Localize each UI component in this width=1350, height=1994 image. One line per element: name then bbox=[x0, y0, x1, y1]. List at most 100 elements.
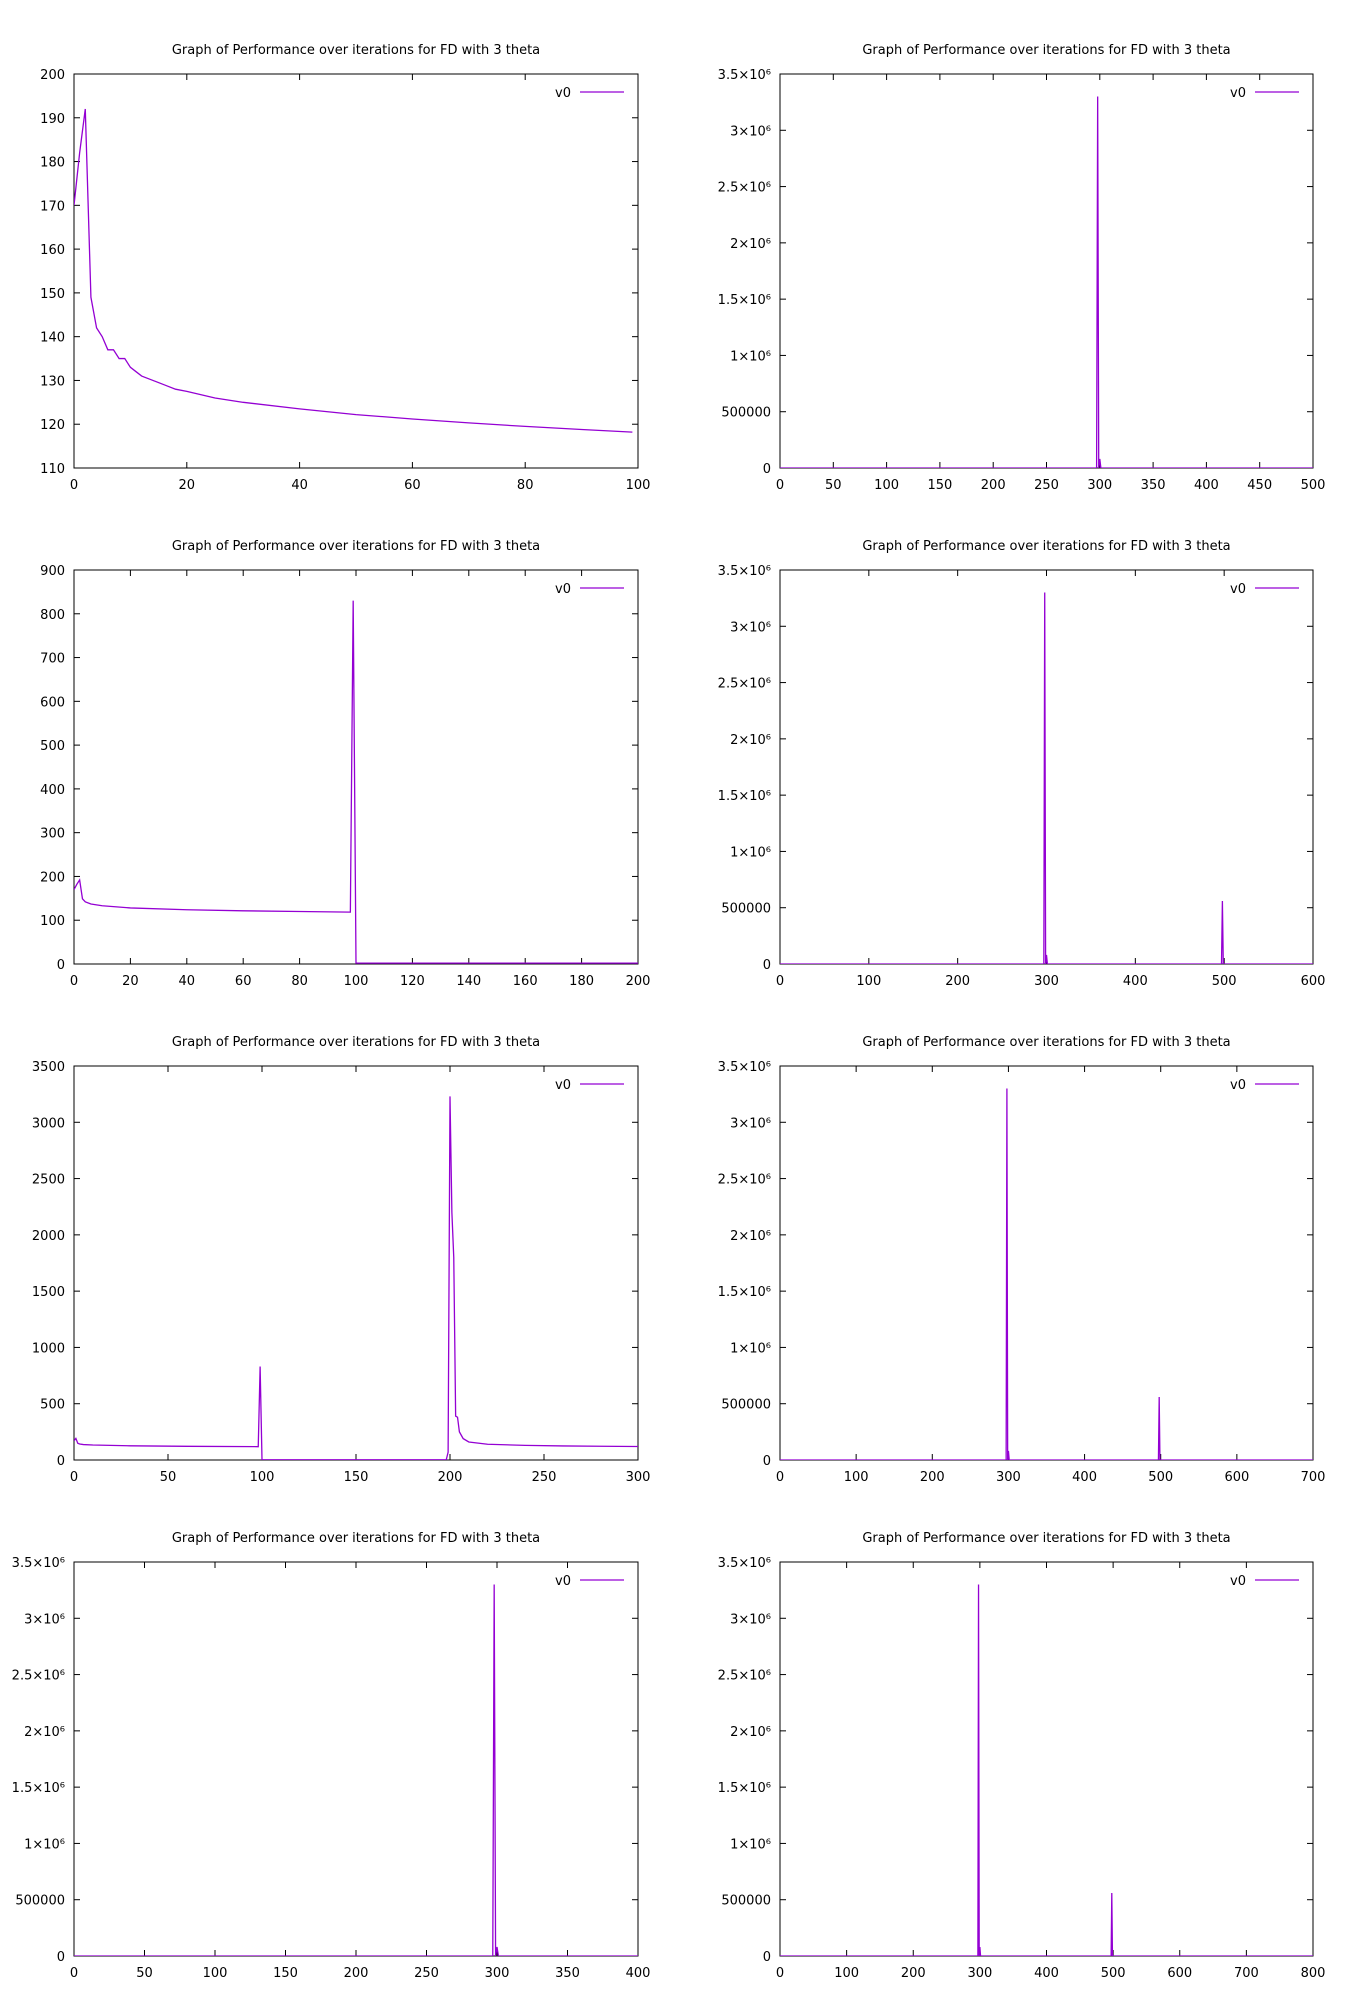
x-tick-label: 800 bbox=[1301, 1966, 1326, 1981]
chart-svg: Graph of Performance over iterations for… bbox=[12, 1531, 651, 1981]
chart-title: Graph of Performance over iterations for… bbox=[862, 1531, 1230, 1546]
y-tick-label: 170 bbox=[40, 199, 65, 214]
x-tick-label: 0 bbox=[776, 974, 784, 989]
x-tick-label: 100 bbox=[834, 1966, 859, 1981]
x-tick-label: 0 bbox=[776, 1966, 784, 1981]
y-tick-label: 2×10⁶ bbox=[730, 1725, 771, 1740]
plot-frame bbox=[779, 73, 1314, 469]
x-tick-label: 700 bbox=[1301, 1470, 1326, 1485]
x-tick-label: 600 bbox=[1301, 974, 1326, 989]
y-tick-label: 3×10⁶ bbox=[730, 620, 771, 635]
x-tick-label: 200 bbox=[344, 1966, 369, 1981]
y-tick-label: 2.5×10⁶ bbox=[12, 1669, 65, 1684]
y-tick-label: 100 bbox=[40, 914, 65, 929]
y-tick-label: 180 bbox=[40, 156, 65, 171]
x-tick-label: 50 bbox=[160, 1470, 177, 1485]
series-line-v0 bbox=[74, 1096, 638, 1460]
x-tick-label: 40 bbox=[179, 974, 196, 989]
x-tick-label: 300 bbox=[996, 1470, 1021, 1485]
chart-panel-6: Graph of Performance over iterations for… bbox=[675, 992, 1350, 1488]
x-tick-label: 100 bbox=[874, 478, 899, 493]
y-tick-label: 1.5×10⁶ bbox=[12, 1781, 65, 1796]
series-line-v0 bbox=[74, 1584, 638, 1956]
x-tick-label: 0 bbox=[70, 974, 78, 989]
x-tick-label: 200 bbox=[920, 1470, 945, 1485]
y-tick-label: 2×10⁶ bbox=[730, 237, 771, 252]
chart-svg: Graph of Performance over iterations for… bbox=[718, 1035, 1326, 1485]
x-tick-label: 300 bbox=[1087, 478, 1112, 493]
y-tick-label: 3.5×10⁶ bbox=[718, 564, 771, 579]
y-tick-label: 1×10⁶ bbox=[730, 1341, 771, 1356]
x-tick-label: 120 bbox=[400, 974, 425, 989]
y-tick-label: 160 bbox=[40, 243, 65, 258]
y-tick-label: 2.5×10⁶ bbox=[718, 181, 771, 196]
x-tick-label: 100 bbox=[856, 974, 881, 989]
chart-svg: Graph of Performance over iterations for… bbox=[40, 539, 651, 989]
series-line-v0 bbox=[780, 1088, 1313, 1460]
x-tick-label: 300 bbox=[1034, 974, 1059, 989]
y-tick-label: 2×10⁶ bbox=[730, 1229, 771, 1244]
plot-frame bbox=[73, 1065, 639, 1461]
y-tick-label: 0 bbox=[763, 462, 771, 477]
chart-svg: Graph of Performance over iterations for… bbox=[718, 539, 1326, 989]
x-tick-label: 200 bbox=[626, 974, 651, 989]
x-tick-label: 100 bbox=[203, 1966, 228, 1981]
x-tick-label: 50 bbox=[825, 478, 842, 493]
x-tick-label: 150 bbox=[344, 1470, 369, 1485]
x-tick-label: 300 bbox=[626, 1470, 651, 1485]
series-line-v0 bbox=[780, 592, 1313, 964]
x-tick-label: 200 bbox=[945, 974, 970, 989]
x-tick-label: 500 bbox=[1148, 1470, 1173, 1485]
x-tick-label: 40 bbox=[291, 478, 308, 493]
x-tick-label: 400 bbox=[1072, 1470, 1097, 1485]
x-tick-label: 150 bbox=[927, 478, 952, 493]
y-tick-label: 1500 bbox=[32, 1285, 65, 1300]
chart-svg: Graph of Performance over iterations for… bbox=[718, 1531, 1326, 1981]
legend-label: v0 bbox=[555, 1078, 571, 1093]
chart-title: Graph of Performance over iterations for… bbox=[172, 1531, 540, 1546]
x-tick-label: 400 bbox=[1194, 478, 1219, 493]
chart-panel-3: Graph of Performance over iterations for… bbox=[0, 496, 675, 992]
chart-panel-2: Graph of Performance over iterations for… bbox=[675, 0, 1350, 496]
x-tick-label: 250 bbox=[414, 1966, 439, 1981]
chart-title: Graph of Performance over iterations for… bbox=[862, 43, 1230, 58]
plot-frame bbox=[73, 1561, 639, 1957]
y-tick-label: 2.5×10⁶ bbox=[718, 677, 771, 692]
x-tick-label: 200 bbox=[901, 1966, 926, 1981]
y-tick-label: 500000 bbox=[15, 1894, 65, 1909]
y-tick-label: 2×10⁶ bbox=[730, 733, 771, 748]
legend-label: v0 bbox=[555, 582, 571, 597]
x-tick-label: 600 bbox=[1224, 1470, 1249, 1485]
x-tick-label: 0 bbox=[776, 1470, 784, 1485]
y-tick-label: 1.5×10⁶ bbox=[718, 789, 771, 804]
legend-label: v0 bbox=[555, 1574, 571, 1589]
y-tick-label: 500000 bbox=[721, 1894, 771, 1909]
series-line-v0 bbox=[780, 96, 1313, 468]
y-tick-label: 200 bbox=[40, 870, 65, 885]
y-tick-label: 3×10⁶ bbox=[730, 1116, 771, 1131]
x-tick-label: 200 bbox=[438, 1470, 463, 1485]
chart-title: Graph of Performance over iterations for… bbox=[172, 43, 540, 58]
x-tick-label: 80 bbox=[291, 974, 308, 989]
x-tick-label: 500 bbox=[1301, 478, 1326, 493]
chart-panel-4: Graph of Performance over iterations for… bbox=[675, 496, 1350, 992]
legend-label: v0 bbox=[1230, 582, 1246, 597]
plot-frame bbox=[779, 1065, 1314, 1461]
y-tick-label: 1000 bbox=[32, 1341, 65, 1356]
y-tick-label: 700 bbox=[40, 652, 65, 667]
y-tick-label: 190 bbox=[40, 112, 65, 127]
y-tick-label: 140 bbox=[40, 331, 65, 346]
chart-svg: Graph of Performance over iterations for… bbox=[40, 43, 650, 493]
x-tick-label: 100 bbox=[844, 1470, 869, 1485]
x-tick-label: 350 bbox=[555, 1966, 580, 1981]
y-tick-label: 2.5×10⁶ bbox=[718, 1669, 771, 1684]
x-tick-label: 600 bbox=[1167, 1966, 1192, 1981]
series-line-v0 bbox=[74, 600, 638, 964]
x-tick-label: 200 bbox=[981, 478, 1006, 493]
x-tick-label: 60 bbox=[404, 478, 421, 493]
y-tick-label: 3.5×10⁶ bbox=[718, 1556, 771, 1571]
chart-panel-8: Graph of Performance over iterations for… bbox=[675, 1488, 1350, 1984]
x-tick-label: 300 bbox=[485, 1966, 510, 1981]
chart-title: Graph of Performance over iterations for… bbox=[172, 1035, 540, 1050]
y-tick-label: 3×10⁶ bbox=[730, 124, 771, 139]
